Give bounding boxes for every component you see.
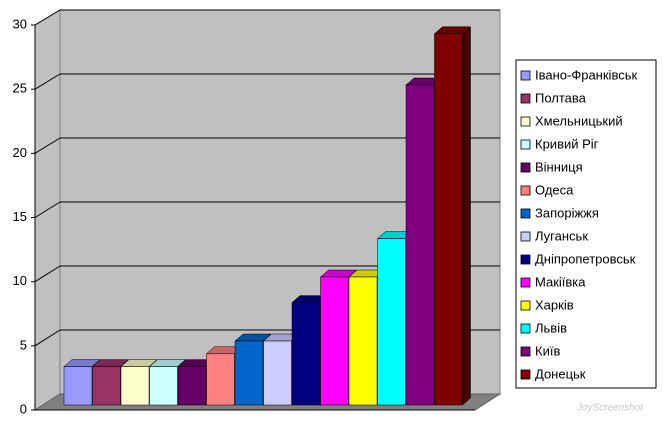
legend-swatch — [520, 139, 531, 150]
legend-label: Івано-Франківськ — [535, 67, 637, 82]
y-tick-label: 10 — [13, 273, 27, 288]
legend-swatch — [520, 300, 531, 311]
legend-label: Макіївка — [535, 274, 586, 289]
legend-label: Кривий Ріг — [535, 136, 599, 151]
legend-swatch — [520, 346, 531, 357]
y-tick-label: 30 — [13, 16, 27, 31]
bar — [263, 340, 292, 406]
bar — [348, 276, 378, 406]
legend-swatch — [520, 323, 531, 334]
legend-label: Хмельницький — [535, 113, 623, 128]
grid-line-side — [34, 73, 61, 90]
legend-label: Луганськ — [535, 228, 588, 243]
legend — [515, 59, 657, 389]
legend-swatch — [520, 231, 531, 242]
bar — [291, 302, 321, 406]
legend-label: Вінниця — [535, 159, 583, 174]
legend-label: Харків — [535, 297, 574, 312]
legend-swatch — [520, 116, 531, 127]
legend-label: Одеса — [535, 182, 574, 197]
bar — [434, 33, 463, 406]
bar-side — [462, 26, 471, 406]
legend-label: Київ — [535, 343, 560, 358]
legend-swatch — [520, 93, 531, 104]
bar — [120, 366, 150, 406]
legend-swatch — [520, 277, 531, 288]
bar — [405, 84, 435, 406]
legend-swatch — [520, 208, 531, 219]
grid-line-side — [34, 201, 61, 218]
legend-label: Полтава — [535, 90, 587, 105]
legend-swatch — [520, 254, 531, 265]
y-tick-label: 15 — [13, 209, 27, 224]
bar — [377, 238, 406, 406]
watermark: JoyScreenshot — [576, 403, 644, 414]
legend-swatch — [520, 369, 531, 380]
legend-label: Запоріжжя — [535, 205, 599, 220]
y-tick-label: 5 — [20, 337, 27, 352]
bar — [149, 366, 178, 406]
grid-line-side — [34, 265, 61, 283]
grid-line-side — [34, 329, 61, 347]
grid-line-side — [34, 9, 61, 26]
bar — [63, 366, 93, 406]
legend-swatch — [520, 70, 531, 81]
bar — [177, 366, 207, 406]
y-tick-label: 20 — [13, 145, 27, 160]
bar — [234, 340, 264, 406]
legend-swatch — [520, 162, 531, 173]
grid-line-side — [34, 137, 61, 154]
bar — [206, 353, 235, 406]
legend-label: Львів — [535, 320, 567, 335]
bar — [320, 276, 349, 406]
bar — [92, 366, 121, 406]
legend-label: Донецьк — [535, 366, 586, 381]
y-tick-label: 25 — [13, 81, 27, 96]
legend-swatch — [520, 185, 531, 196]
legend-label: Дніпропетровськ — [535, 251, 636, 266]
y-tick-label: 0 — [20, 401, 27, 416]
